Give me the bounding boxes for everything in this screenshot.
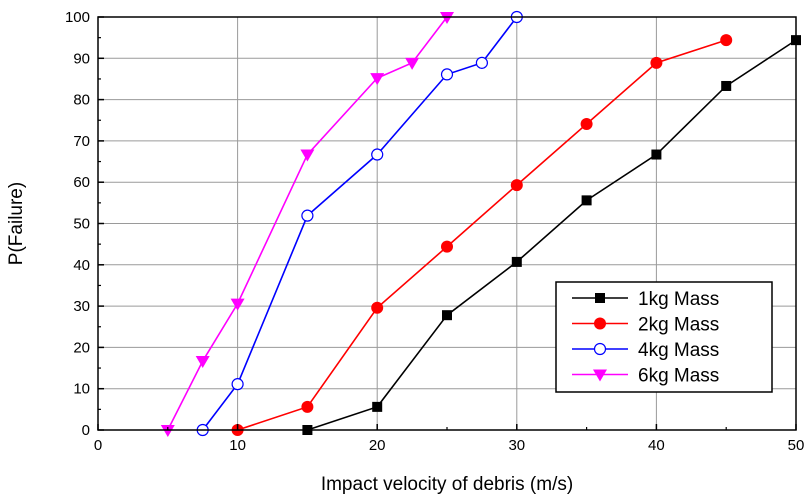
x-tick-label: 0 — [94, 437, 102, 454]
data-point — [371, 148, 384, 161]
y-tick-label: 60 — [73, 174, 90, 191]
legend-swatch-marker — [593, 342, 607, 356]
legend-label: 2kg Mass — [638, 315, 719, 336]
legend-swatch-marker — [595, 293, 605, 303]
x-tick-label: 30 — [508, 437, 525, 454]
data-point — [441, 240, 453, 253]
x-tick-label: 50 — [788, 437, 805, 454]
data-point — [721, 80, 732, 91]
y-axis-title: P(Failure) — [6, 182, 27, 265]
data-point — [300, 149, 315, 162]
data-point — [440, 12, 454, 24]
legend-label: 6kg Mass — [638, 366, 719, 387]
data-point — [442, 310, 452, 321]
series-4 — [160, 12, 454, 437]
data-point — [650, 56, 663, 69]
legend-item: 4kg Mass — [572, 340, 719, 361]
x-tick-label: 20 — [369, 437, 386, 454]
y-tick-label: 80 — [73, 92, 90, 109]
data-point — [195, 356, 210, 369]
legend: 1kg Mass 2kg Mass 4kg Mass 6kg Mass — [555, 281, 773, 393]
series-2 — [231, 34, 733, 436]
series-line — [307, 39, 797, 431]
y-tick-label: 90 — [73, 50, 90, 67]
x-axis-title: Impact velocity of debris (m/s) — [321, 474, 573, 495]
data-point — [231, 378, 244, 391]
axis-ticks: 0 10 20 30 40 50 0 10 20 30 40 50 60 70 80 90 100 — [65, 9, 804, 454]
y-tick-label: 10 — [73, 381, 90, 398]
data-point — [440, 68, 454, 81]
data-point — [720, 34, 733, 47]
data-point — [372, 401, 383, 412]
data-point — [580, 117, 593, 130]
legend-label: 1kg Mass — [638, 289, 719, 310]
y-tick-label: 50 — [73, 216, 90, 233]
y-tick-label: 30 — [73, 298, 90, 315]
y-tick-label: 20 — [73, 339, 90, 356]
data-point — [371, 301, 384, 314]
data-point — [475, 56, 488, 69]
y-tick-label: 40 — [73, 257, 90, 274]
data-point — [651, 149, 662, 160]
y-tick-label: 70 — [73, 133, 90, 150]
legend-box — [555, 281, 773, 393]
plot-series — [160, 10, 801, 437]
data-point — [301, 400, 314, 413]
legend-label: 4kg Mass — [638, 340, 719, 361]
data-point — [160, 425, 175, 437]
x-tick-label: 40 — [648, 437, 665, 454]
data-point — [405, 57, 420, 70]
data-point — [230, 298, 245, 311]
data-point — [301, 209, 314, 222]
data-point — [511, 256, 522, 267]
y-tick-label: 100 — [65, 9, 90, 26]
series-line — [237, 39, 727, 431]
data-point — [510, 179, 523, 192]
data-point — [581, 195, 592, 206]
legend-item: 6kg Mass — [572, 366, 719, 387]
legend-item: 1kg Mass — [572, 289, 719, 310]
data-point — [370, 73, 385, 86]
legend-item: 2kg Mass — [572, 315, 719, 336]
grid — [98, 17, 796, 430]
y-tick-label: 0 — [82, 422, 90, 439]
legend-swatch-marker — [594, 317, 606, 330]
x-tick-label: 10 — [229, 437, 246, 454]
legend-swatch-marker — [593, 369, 607, 382]
series-3 — [196, 10, 523, 437]
